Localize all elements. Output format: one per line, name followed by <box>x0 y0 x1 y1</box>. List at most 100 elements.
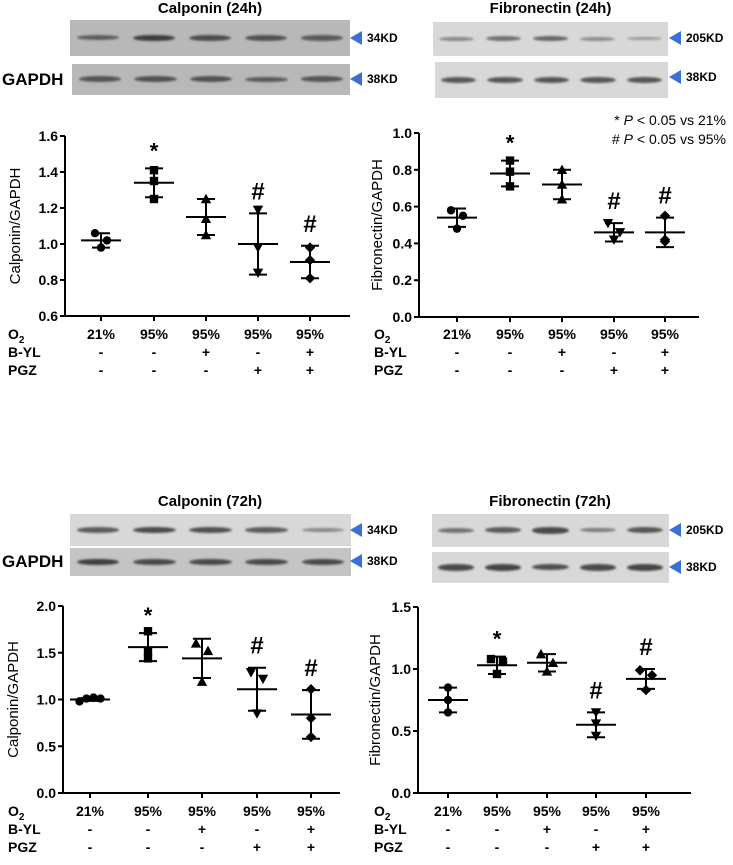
panel-calponin-72h: Calponin (72h) GAPDH 34KD 38KD 0.0 0.5 1.0… <box>0 485 398 865</box>
condition-row-label: B-YL <box>8 344 41 360</box>
significance-legend: * P < 0.05 vs 21% # P < 0.05 vs 95% <box>612 111 726 149</box>
blot-band <box>76 526 120 533</box>
condition-cell: + <box>305 362 315 378</box>
data-point-triangle-down <box>252 243 264 253</box>
blot-band <box>189 526 232 533</box>
blot-band <box>487 76 523 83</box>
data-point-circle <box>96 243 106 252</box>
scatter-chart: 0.0 0.5 1.0 1.5 2.0 Calponin/GAPDH * # # <box>5 598 340 801</box>
y-tick-label: 0.2 <box>393 272 413 288</box>
data-group: # <box>237 633 277 719</box>
blot-band <box>580 76 616 83</box>
significance-vs-21: * <box>506 131 515 156</box>
scatter-chart: 0.0 0.2 0.4 0.6 0.8 1.0 Fibronectin/GAPDH * # # <box>369 125 699 325</box>
data-group: * <box>477 627 517 679</box>
y-axis-label: Fibronectin/GAPDH <box>367 634 384 766</box>
data-point-square <box>492 669 502 679</box>
condition-row-label: PGZ <box>374 362 403 378</box>
y-tick-label: 0.0 <box>393 309 413 325</box>
arrow-marker-icon <box>669 523 681 537</box>
condition-cell: - <box>203 362 209 378</box>
significance-vs-95: # <box>250 633 263 660</box>
data-point-triangle-down <box>590 719 602 729</box>
y-tick-label: 1.5 <box>37 645 57 661</box>
data-point-circle <box>452 224 462 233</box>
condition-row-label: PGZ <box>8 839 37 855</box>
loading-kd-marker: 38KD <box>669 560 717 574</box>
blot-band <box>437 564 474 571</box>
data-point-triangle-up <box>556 194 568 204</box>
target-kd-marker: 205KD <box>669 523 723 537</box>
significance-vs-95: # <box>607 188 620 215</box>
condition-cell: - <box>151 344 157 360</box>
blot-band <box>76 558 120 566</box>
condition-cell: - <box>454 344 460 360</box>
data-point-square <box>149 194 159 204</box>
scatter-chart: 0.6 0.8 1.0 1.2 1.4 1.6 Calponin/GAPDH * # # <box>7 128 350 324</box>
arrow-marker-icon <box>350 72 362 86</box>
condition-cell: 95% <box>495 326 525 342</box>
data-point-diamond <box>304 255 316 266</box>
condition-cell: 95% <box>139 326 169 342</box>
significance-vs-21: * <box>150 138 159 163</box>
condition-cell: - <box>507 362 513 378</box>
condition-cell: 95% <box>295 326 325 342</box>
target-kd-marker: 34KD <box>350 523 398 537</box>
arrow-marker-icon <box>350 554 362 568</box>
condition-cell: + <box>591 839 601 855</box>
condition-row-label: O2 <box>374 326 391 346</box>
condition-cell: - <box>611 344 617 360</box>
data-group: # <box>238 178 278 278</box>
blot-band <box>245 558 289 566</box>
data-point-square <box>505 167 515 176</box>
data-point-circle <box>89 693 98 702</box>
data-point-triangle-up <box>556 164 568 174</box>
y-tick-label: 0.0 <box>392 785 412 801</box>
blot-band <box>132 34 176 42</box>
loading-kd-marker: 38KD <box>669 70 717 84</box>
blot-band <box>245 526 289 533</box>
y-tick-label: 1.2 <box>39 200 59 216</box>
loading-kd-marker: 38KD <box>350 554 398 568</box>
condition-cell: - <box>494 821 500 837</box>
condition-cell: + <box>306 839 316 855</box>
blot-band <box>532 527 569 534</box>
y-tick-label: 1.0 <box>392 661 412 677</box>
y-tick-label: 0.0 <box>37 785 57 801</box>
data-point-triangle-down <box>608 235 620 245</box>
data-point-square <box>149 176 159 186</box>
blot-band <box>437 527 474 533</box>
data-point-diamond <box>305 731 317 743</box>
data-group: # <box>594 188 634 245</box>
condition-row-label: PGZ <box>8 362 37 378</box>
y-axis-label: Calponin/GAPDH <box>7 168 24 285</box>
blot-band <box>132 526 176 534</box>
condition-cell: + <box>252 839 262 855</box>
condition-cell: + <box>557 344 567 360</box>
condition-cell: - <box>87 821 93 837</box>
condition-cell: - <box>254 821 260 837</box>
data-group <box>186 193 226 240</box>
y-tick-label: 2.0 <box>37 598 57 614</box>
data-group: # <box>645 183 685 249</box>
data-group <box>81 229 121 252</box>
condition-cell: - <box>151 362 157 378</box>
blot-band <box>245 76 288 83</box>
y-tick-label: 0.6 <box>39 308 59 324</box>
kd-label: 38KD <box>686 70 717 84</box>
western-blot-target <box>70 20 350 56</box>
blot-band <box>532 564 569 571</box>
western-blot-gapdh <box>70 548 351 576</box>
blot-band <box>532 36 569 42</box>
data-point-circle <box>458 211 468 220</box>
legend-line-vs-95: # P < 0.05 vs 95% <box>611 131 726 147</box>
data-point-diamond <box>659 234 671 245</box>
condition-cell: + <box>542 821 552 837</box>
blot-band <box>301 76 344 83</box>
y-tick-label: 0.8 <box>39 272 59 288</box>
y-tick-label: 1.0 <box>393 125 413 141</box>
condition-cell: 21% <box>86 326 116 342</box>
data-group <box>542 164 582 204</box>
condition-cell: + <box>660 362 670 378</box>
blot-band <box>579 527 616 533</box>
